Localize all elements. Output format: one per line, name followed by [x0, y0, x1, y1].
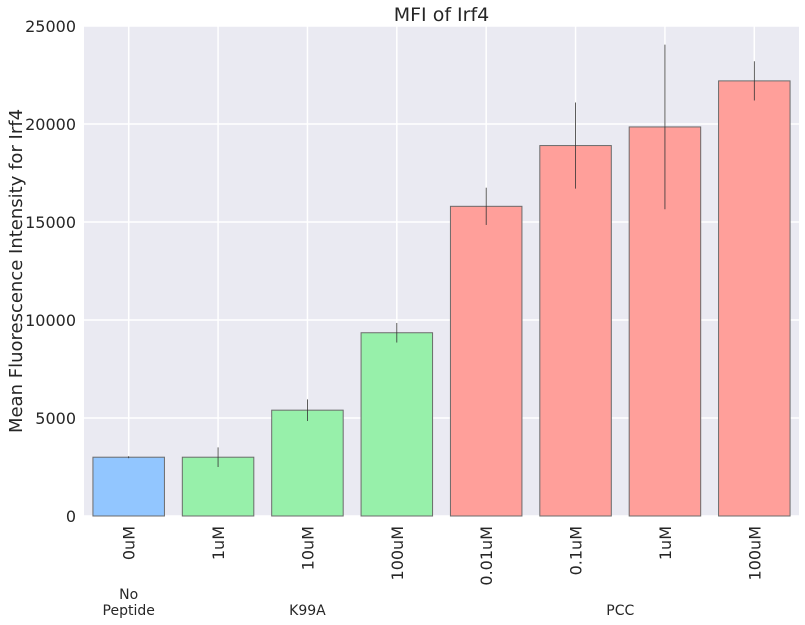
group-labels: No Peptide K99A PCC	[103, 587, 635, 619]
x-tick-label: 0.01uM	[477, 526, 496, 586]
y-tick-label: 10000	[25, 311, 76, 330]
y-tick-label: 5000	[35, 409, 76, 428]
x-tick-labels: 0uM 1uM 10uM 100uM 0.01uM 0.1uM 1uM 100uM	[120, 526, 765, 586]
chart-title: MFI of Irf4	[394, 4, 490, 26]
bar	[271, 409, 344, 517]
x-tick-label: 1uM	[656, 526, 675, 560]
y-tick-label: 20000	[25, 115, 76, 134]
y-tick-labels: 0 5000 10000 15000 20000 25000	[25, 17, 76, 526]
bar	[718, 80, 791, 517]
x-tick-label: 100uM	[745, 526, 764, 580]
y-axis-label: Mean Fluorescence Intensity for Irf4	[6, 109, 27, 433]
bar	[360, 332, 434, 517]
bars	[92, 80, 791, 517]
bar	[449, 205, 523, 517]
bar	[92, 456, 165, 517]
group-label: PCC	[606, 603, 634, 619]
bar	[539, 145, 612, 517]
group-label: No Peptide	[103, 587, 155, 619]
x-tick-label: 1uM	[209, 526, 228, 560]
x-tick-label: 100uM	[388, 526, 407, 580]
y-tick-label: 15000	[25, 213, 76, 232]
x-tick-label: 10uM	[298, 526, 317, 570]
error-bars	[128, 44, 755, 467]
x-tick-label: 0uM	[120, 526, 139, 560]
y-tick-label: 0	[66, 507, 76, 526]
group-label: K99A	[289, 603, 326, 619]
x-tick-label: 0.1uM	[567, 526, 586, 575]
y-tick-label: 25000	[25, 17, 76, 36]
